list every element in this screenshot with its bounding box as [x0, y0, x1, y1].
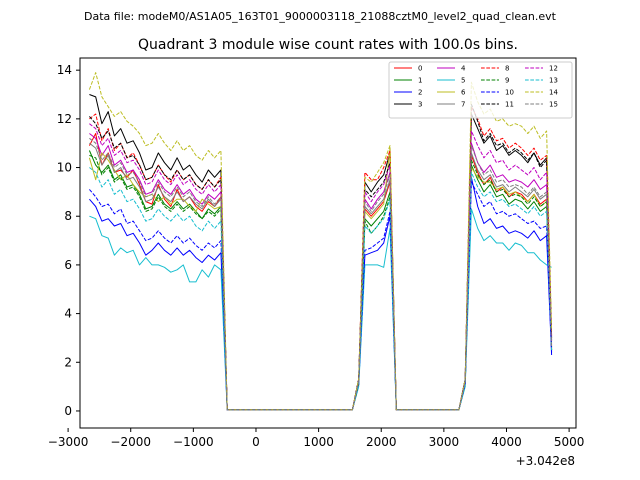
x-tick-label: 0 [252, 435, 260, 449]
y-tick-label: 10 [57, 161, 72, 175]
x-tick-label: 5000 [554, 435, 585, 449]
legend-label-9: 9 [505, 77, 509, 85]
x-offset-label: +3.042e8 [516, 454, 575, 468]
legend-label-14: 14 [549, 89, 558, 97]
x-tick-label: −2000 [110, 435, 151, 449]
legend-label-1: 1 [418, 77, 422, 85]
y-tick-label: 0 [64, 404, 72, 418]
legend-label-6: 6 [461, 89, 466, 97]
legend-label-5: 5 [461, 77, 465, 85]
series-line-15 [89, 137, 553, 411]
x-tick-label: 2000 [366, 435, 397, 449]
y-axis: 0 2 4 6 8 10 12 14 [57, 63, 80, 418]
legend-label-7: 7 [461, 101, 465, 109]
series-line-9 [89, 154, 553, 411]
x-axis: −3000 −2000 −1000 0 1000 2000 3000 4000 5000 [48, 428, 585, 449]
legend-label-4: 4 [461, 65, 466, 73]
suptitle: Data file: modeM0/AS1A05_163T01_90000031… [84, 10, 557, 23]
y-tick-label: 2 [64, 355, 72, 369]
series-line-12 [89, 123, 553, 411]
legend-label-11: 11 [505, 101, 514, 109]
y-tick-label: 12 [57, 112, 72, 126]
legend-label-10: 10 [505, 89, 514, 97]
y-tick-label: 6 [64, 258, 72, 272]
legend-label-8: 8 [505, 65, 509, 73]
x-tick-label: 4000 [491, 435, 522, 449]
y-tick-label: 8 [64, 209, 72, 223]
legend-box [388, 61, 573, 119]
chart-title: Quadrant 3 module wise count rates with … [138, 37, 518, 53]
legend-label-2: 2 [418, 89, 422, 97]
x-tick-label: 1000 [303, 435, 334, 449]
x-tick-label: 3000 [429, 435, 460, 449]
legend-label-15: 15 [549, 101, 558, 109]
plot-frame [79, 57, 577, 429]
x-tick-label: −3000 [48, 435, 89, 449]
legend-label-0: 0 [418, 65, 422, 73]
legend-label-12: 12 [549, 65, 558, 73]
legend-label-3: 3 [418, 101, 422, 109]
y-tick-label: 14 [57, 63, 72, 77]
legend-label-13: 13 [549, 77, 558, 85]
x-tick-label: −1000 [173, 435, 214, 449]
y-tick-label: 4 [64, 307, 72, 321]
